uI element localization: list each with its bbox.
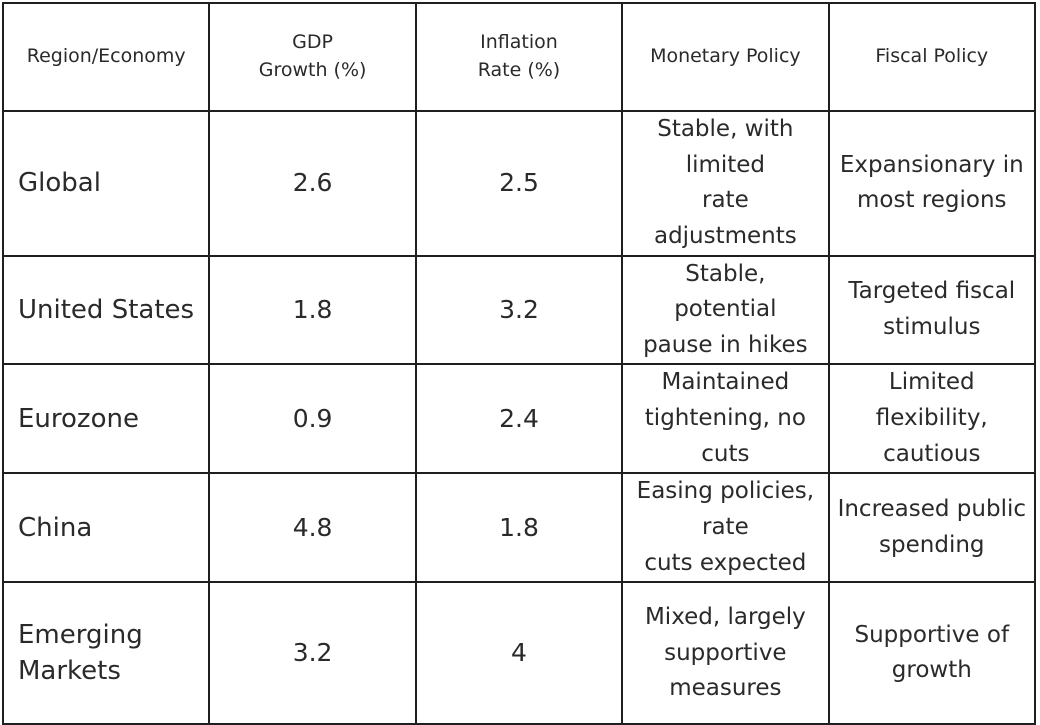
monetary-line-2: tightening, no cuts (644, 405, 806, 467)
header-fiscal-policy: Fiscal Policy (827, 2, 1037, 112)
fiscal-line-1: Supportive of (854, 621, 1010, 648)
fiscal-line-1: Increased public (837, 496, 1027, 523)
region-cell: Emerging Markets (1, 581, 211, 725)
header-inflation-line-1: Inflation (480, 31, 558, 54)
header-monetary-policy: Monetary Policy (621, 2, 830, 112)
gdp-cell: 3.2 (208, 581, 417, 725)
monetary-line-2: cuts expected (644, 549, 807, 576)
fiscal-policy-cell: Limited flexibility, cautious (827, 363, 1037, 475)
header-region-line-1: Region/Economy (26, 45, 186, 68)
gdp-cell: 2.6 (208, 110, 417, 257)
table-row: Emerging Markets 3.2 4 Mixed, largely su… (1, 581, 1037, 725)
inflation-cell: 1.8 (414, 472, 624, 584)
monetary-line-2: supportive measures (664, 639, 787, 702)
header-gdp-growth: GDP Growth (%) (208, 2, 417, 112)
header-row: Region/Economy GDP Growth (%) Inflation … (1, 2, 1037, 112)
fiscal-line-2: spending (879, 531, 985, 558)
fiscal-line-2: most regions (857, 187, 1007, 214)
fiscal-policy-cell: Targeted fiscal stimulus (827, 254, 1037, 366)
monetary-line-1: Mixed, largely (644, 603, 806, 630)
monetary-policy-cell: Easing policies, rate cuts expected (621, 472, 830, 584)
header-inflation-rate: Inflation Rate (%) (414, 2, 624, 112)
region-name: United States (18, 294, 195, 325)
header-fiscal-line-1: Fiscal Policy (875, 45, 989, 68)
header-region: Region/Economy (1, 2, 211, 112)
fiscal-line-1: Limited flexibility, (875, 369, 988, 432)
gdp-cell: 0.9 (208, 363, 417, 475)
monetary-policy-cell: Stable, with limited rate adjustments (621, 110, 830, 257)
inflation-cell: 4 (414, 581, 624, 725)
table-row: Global 2.6 2.5 Stable, with limited rate… (1, 110, 1037, 257)
monetary-policy-cell: Mixed, largely supportive measures (621, 581, 830, 725)
fiscal-line-2: cautious (883, 440, 981, 467)
inflation-cell: 2.5 (414, 110, 624, 257)
region-cell: Eurozone (1, 363, 211, 475)
monetary-line-1: Easing policies, rate (636, 478, 815, 541)
monetary-line-1: Stable, potential (674, 260, 777, 323)
region-name-line-1: Emerging (18, 619, 143, 650)
region-name-line-2: Markets (18, 656, 121, 687)
region-cell: United States (1, 254, 211, 366)
header-inflation-line-2: Rate (%) (477, 59, 561, 81)
fiscal-line-2: growth (891, 657, 972, 684)
region-name: China (18, 512, 93, 543)
header-monetary-line-1: Monetary Policy (650, 45, 801, 68)
region-cell: Global (1, 110, 211, 257)
inflation-cell: 3.2 (414, 254, 624, 366)
fiscal-policy-cell: Increased public spending (827, 472, 1037, 584)
fiscal-line-1: Expansionary in (839, 151, 1024, 178)
monetary-line-1: Maintained (661, 369, 790, 396)
header-gdp-line-2: Growth (%) (258, 59, 367, 81)
monetary-line-2: pause in hikes (643, 331, 808, 358)
region-name: Eurozone (18, 403, 139, 434)
region-name: Global (18, 168, 101, 199)
table-row: China 4.8 1.8 Easing policies, rate cuts… (1, 472, 1037, 584)
fiscal-line-1: Targeted fiscal (848, 278, 1016, 305)
inflation-cell: 2.4 (414, 363, 624, 475)
fiscal-line-2: stimulus (883, 314, 981, 341)
fiscal-policy-cell: Expansionary in most regions (827, 110, 1037, 257)
gdp-cell: 4.8 (208, 472, 417, 584)
monetary-line-1: Stable, with limited (657, 116, 794, 178)
header-gdp-line-1: GDP (292, 31, 333, 54)
region-cell: China (1, 472, 211, 584)
fiscal-policy-cell: Supportive of growth (827, 581, 1037, 725)
monetary-policy-cell: Stable, potential pause in hikes (621, 254, 830, 366)
gdp-cell: 1.8 (208, 254, 417, 366)
table-row: Eurozone 0.9 2.4 Maintained tightening, … (1, 363, 1037, 475)
table-row: United States 1.8 3.2 Stable, potential … (1, 254, 1037, 366)
monetary-policy-cell: Maintained tightening, no cuts (621, 363, 830, 475)
monetary-line-2: rate adjustments (653, 187, 797, 249)
